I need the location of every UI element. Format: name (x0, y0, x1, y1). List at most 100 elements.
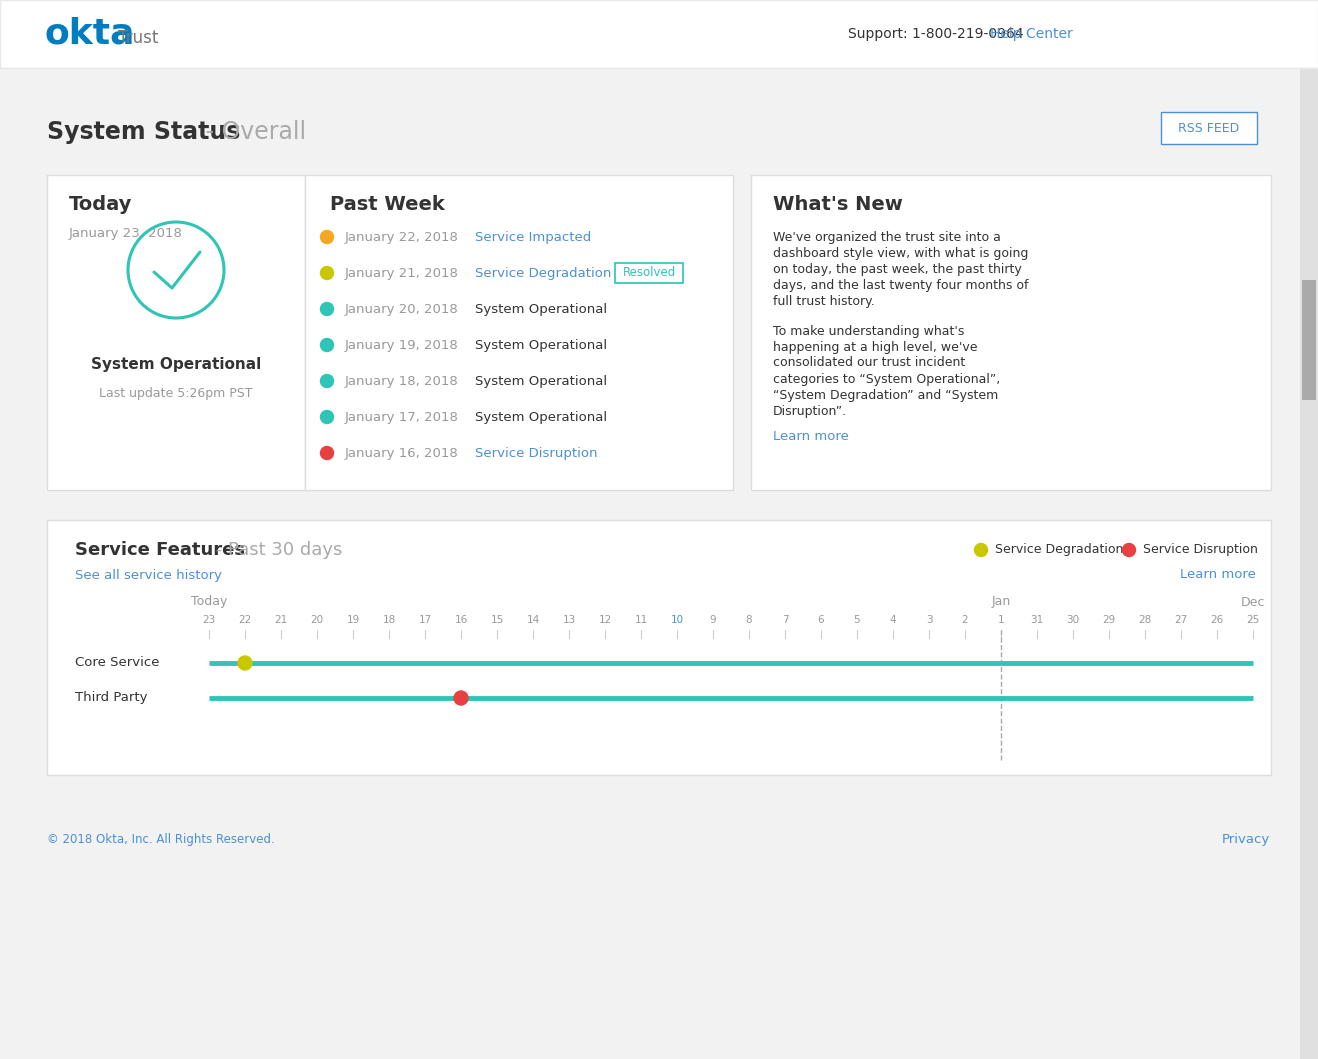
Text: 11: 11 (634, 615, 647, 625)
Text: 3: 3 (925, 615, 932, 625)
Text: Dec: Dec (1240, 595, 1265, 609)
Circle shape (239, 656, 252, 670)
Text: on today, the past week, the past thirty: on today, the past week, the past thirty (772, 263, 1021, 275)
Circle shape (320, 375, 333, 388)
Text: Today: Today (69, 196, 132, 215)
Circle shape (974, 543, 987, 556)
Text: Past Week: Past Week (330, 196, 444, 215)
Text: okta: okta (45, 17, 136, 51)
Text: System Operational: System Operational (474, 375, 608, 388)
Text: 5: 5 (854, 615, 861, 625)
Text: System Status: System Status (47, 120, 240, 144)
Text: days, and the last twenty four months of: days, and the last twenty four months of (772, 279, 1028, 291)
FancyBboxPatch shape (1161, 112, 1257, 144)
Text: System Operational: System Operational (474, 411, 608, 424)
Text: 25: 25 (1247, 615, 1260, 625)
Text: System Operational: System Operational (91, 358, 261, 373)
Circle shape (320, 411, 333, 424)
Text: 29: 29 (1102, 615, 1115, 625)
Text: System Operational: System Operational (474, 303, 608, 316)
FancyBboxPatch shape (304, 175, 733, 490)
Text: January 18, 2018: January 18, 2018 (345, 375, 459, 388)
Text: 1: 1 (998, 615, 1004, 625)
Text: 18: 18 (382, 615, 395, 625)
Text: Service Degradation: Service Degradation (995, 543, 1123, 556)
Text: 30: 30 (1066, 615, 1079, 625)
Text: 23: 23 (203, 615, 216, 625)
Circle shape (320, 447, 333, 460)
Text: Support: 1-800-219-0964: Support: 1-800-219-0964 (847, 26, 1024, 41)
Text: consolidated our trust incident: consolidated our trust incident (772, 357, 965, 370)
Circle shape (320, 267, 333, 280)
Text: RSS FEED: RSS FEED (1178, 122, 1240, 134)
Text: Last update 5:26pm PST: Last update 5:26pm PST (99, 387, 253, 399)
Text: 4: 4 (890, 615, 896, 625)
Text: Privacy: Privacy (1222, 833, 1271, 846)
FancyBboxPatch shape (47, 175, 304, 490)
Text: Service Impacted: Service Impacted (474, 231, 592, 244)
FancyBboxPatch shape (751, 175, 1271, 490)
Text: 22: 22 (239, 615, 252, 625)
Text: To make understanding what's: To make understanding what's (772, 324, 965, 338)
Text: “System Degradation” and “System: “System Degradation” and “System (772, 389, 998, 401)
Text: 16: 16 (455, 615, 468, 625)
Text: © 2018 Okta, Inc. All Rights Reserved.: © 2018 Okta, Inc. All Rights Reserved. (47, 833, 274, 846)
Text: 26: 26 (1210, 615, 1223, 625)
Text: January 22, 2018: January 22, 2018 (345, 231, 459, 244)
FancyBboxPatch shape (1302, 280, 1315, 400)
Text: Resolved: Resolved (622, 267, 676, 280)
Circle shape (453, 692, 468, 705)
Text: 14: 14 (526, 615, 539, 625)
Text: January 16, 2018: January 16, 2018 (345, 447, 459, 460)
FancyBboxPatch shape (1300, 0, 1318, 1059)
Text: 20: 20 (311, 615, 323, 625)
Text: Trust: Trust (119, 29, 158, 47)
Text: Third Party: Third Party (75, 692, 148, 704)
Text: January 23, 2018: January 23, 2018 (69, 227, 183, 239)
Circle shape (1123, 543, 1136, 556)
Text: 15: 15 (490, 615, 503, 625)
Text: January 21, 2018: January 21, 2018 (345, 267, 459, 280)
Text: January 20, 2018: January 20, 2018 (345, 303, 459, 316)
Text: January 19, 2018: January 19, 2018 (345, 339, 459, 352)
Text: 9: 9 (709, 615, 716, 625)
Text: happening at a high level, we've: happening at a high level, we've (772, 341, 978, 354)
Text: 17: 17 (418, 615, 431, 625)
Text: - Overall: - Overall (198, 120, 306, 144)
Text: Service Features: Service Features (75, 541, 245, 559)
Circle shape (320, 231, 333, 244)
Text: 13: 13 (563, 615, 576, 625)
Text: System Operational: System Operational (474, 339, 608, 352)
Text: dashboard style view, with what is going: dashboard style view, with what is going (772, 247, 1028, 259)
FancyBboxPatch shape (616, 263, 683, 283)
Text: Service Disruption: Service Disruption (1143, 543, 1257, 556)
Text: 6: 6 (817, 615, 824, 625)
Text: Learn more: Learn more (772, 431, 849, 444)
Text: full trust history.: full trust history. (772, 294, 875, 307)
Circle shape (320, 339, 333, 352)
FancyBboxPatch shape (0, 0, 1318, 68)
Text: 27: 27 (1174, 615, 1188, 625)
Text: What's New: What's New (772, 196, 903, 215)
Text: categories to “System Operational”,: categories to “System Operational”, (772, 373, 1000, 385)
Text: 12: 12 (598, 615, 612, 625)
Text: Jan: Jan (991, 595, 1011, 609)
Text: 7: 7 (782, 615, 788, 625)
Text: We've organized the trust site into a: We've organized the trust site into a (772, 231, 1000, 244)
Text: 28: 28 (1139, 615, 1152, 625)
Text: January 17, 2018: January 17, 2018 (345, 411, 459, 424)
Text: 21: 21 (274, 615, 287, 625)
Text: - Past 30 days: - Past 30 days (210, 541, 343, 559)
Text: Help Center: Help Center (990, 26, 1073, 41)
Text: Core Service: Core Service (75, 657, 159, 669)
Text: 2: 2 (962, 615, 969, 625)
Circle shape (320, 303, 333, 316)
Text: Service Disruption: Service Disruption (474, 447, 597, 460)
Text: Service Degradation: Service Degradation (474, 267, 612, 280)
Text: Today: Today (191, 595, 227, 609)
Text: 19: 19 (347, 615, 360, 625)
FancyBboxPatch shape (47, 520, 1271, 775)
Text: See all service history: See all service history (75, 569, 221, 581)
Text: 10: 10 (671, 615, 684, 625)
Text: Learn more: Learn more (1180, 569, 1256, 581)
